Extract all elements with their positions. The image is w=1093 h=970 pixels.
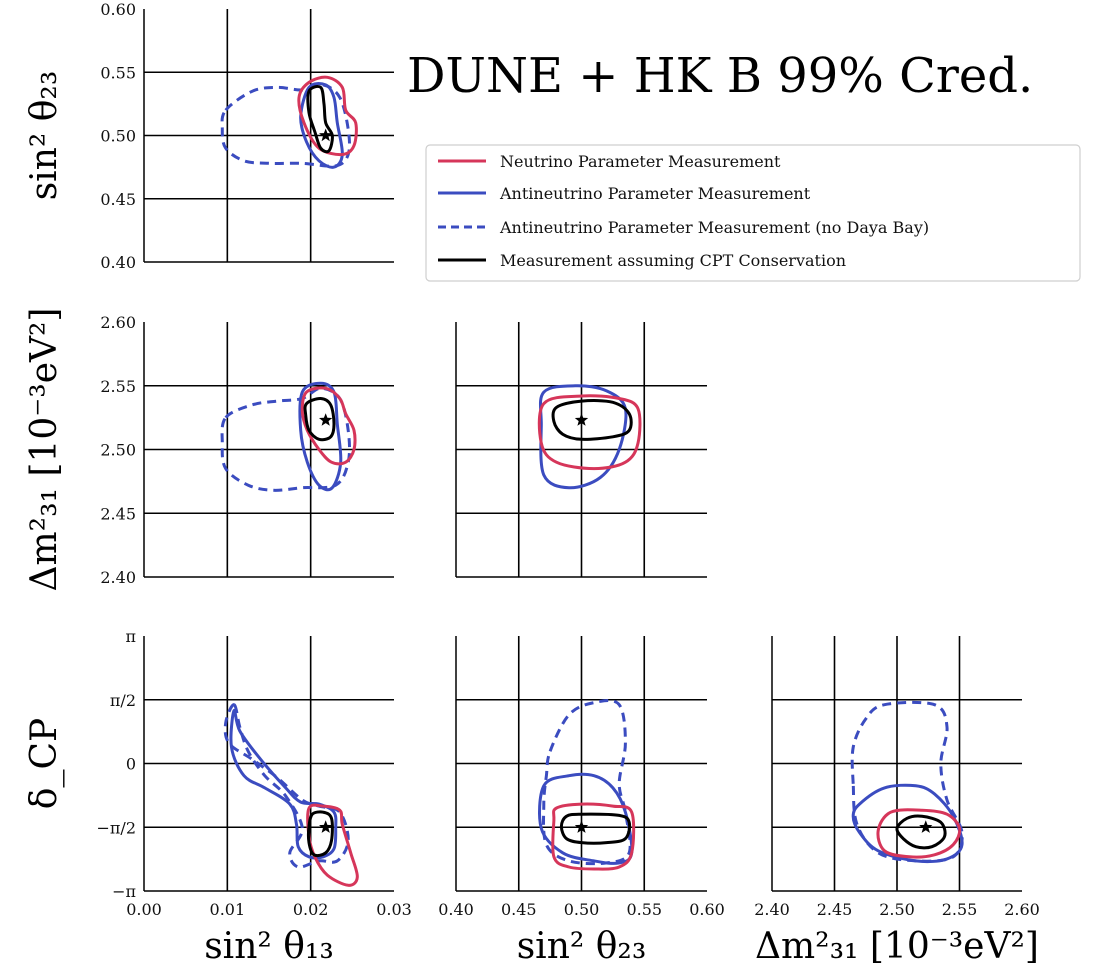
contour-cpt (559, 812, 632, 845)
y-tick-label: 0 (126, 755, 136, 774)
y-tick-label: 2.60 (100, 313, 136, 332)
contour-cpt (306, 810, 334, 858)
contour-neutrino (297, 75, 358, 157)
contour-neutrino (300, 386, 357, 466)
y-tick-label: 0.45 (100, 190, 136, 209)
contour-antineutrino (299, 82, 344, 169)
x-tick-label: 0.00 (126, 900, 162, 919)
contour-cpt (306, 85, 334, 154)
true-point-marker (319, 128, 333, 142)
figure-title: DUNE + HK B 99% Cred. (407, 48, 1033, 104)
true-point-marker (319, 820, 333, 833)
panels: 0.40 0.45 0.50 0.55 0.60 2.40 2.45 2.50 2.55 2.60… (97, 0, 1040, 919)
legend-label-antineutrino: Antineutrino Parameter Measurement (499, 184, 811, 203)
panel-s13-dcp: −π −π/2 0 π/2 π 0.00 0.01 0.02 0.03 (97, 627, 412, 919)
contours (538, 698, 636, 871)
contour-cpt (551, 399, 633, 441)
contours (220, 381, 357, 492)
contour-antineutrino-no-daya-bay (220, 83, 352, 168)
contours (223, 703, 359, 887)
contours (537, 384, 642, 490)
y-tick-label: 2.50 (100, 441, 136, 460)
legend-frame (425, 144, 1081, 282)
x-tick-label: 0.45 (501, 900, 537, 919)
panel-dm-dcp: 2.40 2.45 2.50 2.55 2.60 (754, 636, 1040, 919)
true-point-marker (574, 820, 589, 833)
contour-antineutrino-no-daya-bay (223, 703, 350, 869)
x-tick-label: 2.45 (817, 900, 853, 919)
legend-label-antineutrino-no-daya-bay: Antineutrino Parameter Measurement (no D… (499, 218, 929, 237)
x-tick-label: 0.01 (210, 900, 246, 919)
y-tick-label: 2.55 (100, 377, 136, 396)
contour-neutrino (876, 808, 962, 859)
y-tick-label: 0.40 (100, 253, 136, 272)
x-tick-label: 2.55 (942, 900, 978, 919)
x-tick-label: 0.40 (438, 900, 474, 919)
true-point-marker (919, 820, 933, 833)
contour-antineutrino (298, 381, 343, 492)
x-tick-label: 0.03 (376, 900, 412, 919)
panel-s13-dm: 2.40 2.45 2.50 2.55 2.60 (100, 313, 394, 587)
contour-neutrino (537, 394, 642, 471)
x-axis-label-s13: sin² θ₁₃ (204, 926, 334, 967)
contour-antineutrino (851, 783, 964, 864)
panel-s13-s23: 0.40 0.45 0.50 0.55 0.60 (100, 0, 394, 272)
true-point-marker (574, 413, 589, 426)
y-tick-label: 2.45 (100, 504, 136, 523)
x-tick-label: 0.50 (564, 900, 600, 919)
x-tick-label: 0.55 (626, 900, 662, 919)
x-tick-label: 0.60 (689, 900, 725, 919)
y-axis-label-s23: sin² θ₂₃ (24, 71, 65, 201)
x-axis-label-s23: sin² θ₂₃ (517, 926, 647, 967)
contour-antineutrino-no-daya-bay (542, 698, 632, 866)
legend: Neutrino Parameter Measurement Antineutr… (425, 144, 1081, 282)
contours (220, 75, 358, 169)
x-tick-label: 0.02 (293, 900, 329, 919)
y-axis-label-dcp: δ_CP (24, 718, 65, 809)
y-tick-label: 2.40 (100, 568, 136, 587)
contour-antineutrino (229, 708, 338, 860)
x-tick-label: 2.50 (879, 900, 915, 919)
x-tick-label: 2.40 (754, 900, 790, 919)
panel-s23-dm (455, 322, 707, 578)
legend-label-cpt: Measurement assuming CPT Conservation (500, 251, 846, 270)
x-tick-label: 2.60 (1004, 900, 1040, 919)
y-tick-label: 0.60 (100, 0, 136, 19)
contour-antineutrino-no-daya-bay (850, 700, 964, 863)
y-tick-label: 0.55 (100, 63, 136, 82)
legend-label-neutrino: Neutrino Parameter Measurement (500, 152, 781, 171)
y-tick-label: π (125, 627, 136, 646)
contour-antineutrino (538, 384, 628, 490)
contour-neutrino (551, 802, 636, 871)
contour-cpt (303, 397, 336, 442)
y-tick-label: π/2 (110, 691, 136, 710)
y-tick-label: −π/2 (97, 818, 137, 837)
contours (850, 700, 964, 864)
contour-antineutrino-no-daya-bay (220, 386, 352, 492)
contour-cpt (895, 814, 947, 850)
panel-s23-dcp: 0.40 0.45 0.50 0.55 0.60 (438, 636, 725, 919)
x-axis-label-dm: Δm²₃₁ [10⁻³eV²] (755, 926, 1039, 967)
y-axis-label-dm: Δm²₃₁ [10⁻³eV²] (24, 308, 65, 592)
y-tick-label: 0.50 (100, 127, 136, 146)
y-tick-label: −π (112, 882, 136, 901)
true-point-marker (319, 413, 333, 426)
axis-labels: sin² θ₁₃ sin² θ₂₃ Δm²₃₁ [10⁻³eV²] sin² θ₂₃ Δ… (24, 71, 1039, 967)
